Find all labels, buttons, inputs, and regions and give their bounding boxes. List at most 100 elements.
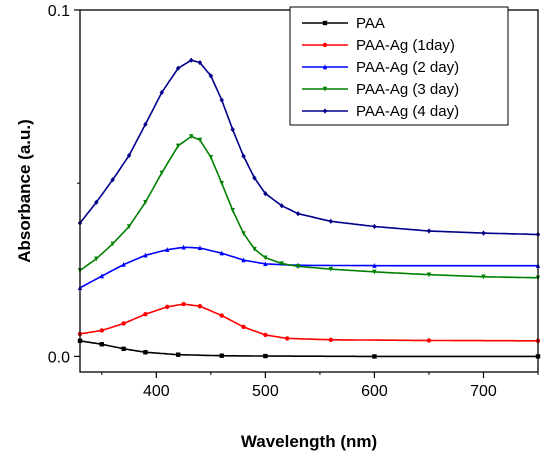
series-5-point [110, 177, 115, 183]
series-4-point [279, 261, 284, 267]
y-axis-title: Absorbance (a.u.) [15, 119, 34, 263]
series-3-point [181, 244, 186, 250]
series-4-point [208, 155, 214, 160]
series-2-point [99, 328, 105, 333]
series-3-point [165, 247, 170, 252]
series-3-point [143, 252, 148, 258]
series-2-point [426, 338, 432, 343]
series-1-point [175, 352, 181, 357]
series-3-point [99, 273, 105, 279]
series-1-point [121, 346, 126, 351]
series-5-point [175, 65, 181, 71]
legend-label: PAA [356, 15, 385, 32]
series-4-point [189, 134, 194, 140]
series-2 [77, 301, 541, 344]
legend-label: PAA-Ag (3 day) [356, 81, 459, 98]
axes-layer: 400 500 600 700 0.0 0.1 [48, 3, 539, 400]
series-4-point [263, 255, 268, 261]
series-2-point [241, 324, 246, 330]
series-3 [77, 244, 541, 291]
series-5-point [189, 57, 194, 63]
series-5-point [143, 121, 148, 127]
series-2-point [219, 313, 224, 318]
series-4-point [328, 266, 334, 272]
x-tick-label: 700 [470, 383, 497, 400]
series-4-point [219, 181, 224, 186]
series-2-point [263, 332, 268, 338]
series-3-point [372, 263, 377, 268]
legend-swatch-marker [322, 86, 328, 92]
series-2-point [284, 336, 290, 341]
series-2-point [328, 337, 334, 342]
series-2-point [197, 303, 203, 309]
series-4-point [175, 143, 181, 149]
series-3-point [197, 245, 203, 251]
series-5-point [219, 97, 224, 103]
series-4-point [159, 170, 164, 176]
series-2-point [181, 301, 186, 307]
series-3-point [219, 250, 224, 256]
series-4-point [110, 241, 115, 247]
series-5-point [208, 73, 214, 79]
series-4-line [79, 135, 539, 279]
series-1-point [372, 354, 377, 359]
series-5-point [372, 223, 377, 230]
legend-swatch-marker [322, 42, 328, 48]
series-4-point [126, 224, 132, 230]
series-4-point [252, 246, 257, 252]
series-3-point [121, 262, 126, 267]
series-5-point [328, 218, 334, 224]
legend-label: PAA-Ag (4 day) [356, 103, 459, 120]
series-3-line [79, 246, 538, 289]
series-5-point [279, 203, 284, 209]
series-4-point [426, 272, 432, 278]
legend-label: PAA-Ag (2 day) [356, 59, 459, 76]
series-1 [77, 338, 541, 359]
series-1-point [99, 342, 105, 347]
series-5-point [252, 175, 257, 181]
legend-box [289, 6, 509, 126]
series-3-point [241, 257, 246, 263]
series-4-point [295, 264, 301, 269]
series-4-point [241, 231, 246, 237]
series-5-point [197, 60, 203, 66]
legend-swatch-marker [322, 64, 328, 70]
series-4-point [230, 208, 235, 213]
series-5-point [94, 199, 99, 205]
series-4-point [94, 256, 99, 262]
series-5-point [481, 230, 486, 236]
series-5-point [295, 211, 301, 217]
y-tick-label: 0.0 [48, 349, 70, 366]
series-5-point [230, 126, 235, 133]
x-axis-title: Wavelength (nm) [241, 432, 377, 451]
series-4-point [143, 200, 148, 205]
series-5 [77, 57, 541, 238]
series-5-line [79, 59, 539, 236]
y-tick-label: 0.1 [48, 3, 70, 20]
series-layer [77, 57, 541, 359]
series-4-point [197, 137, 203, 143]
series-5-point [159, 89, 164, 96]
x-tick-label: 600 [361, 383, 388, 400]
series-3-point [263, 261, 268, 267]
series-2-point [165, 304, 170, 310]
series-5-point [263, 190, 268, 197]
series-5-point [426, 228, 432, 234]
series-4-point [372, 269, 377, 275]
series-1-point [219, 353, 224, 358]
series-4-point [481, 274, 486, 280]
series-5-point [241, 153, 246, 159]
series-2-point [143, 311, 148, 317]
x-tick-label: 500 [252, 383, 279, 400]
series-2-line [79, 303, 538, 342]
legend: PAA PAA-Ag (1day) PAA-Ag (2 day) PAA-Ag (3 … [289, 6, 509, 126]
series-1-line [79, 340, 538, 358]
series-2-point [121, 321, 126, 326]
series-4 [77, 134, 541, 281]
series-1-point [143, 350, 148, 355]
legend-label: PAA-Ag (1day) [356, 37, 455, 54]
legend-swatch-marker [322, 20, 328, 26]
x-tick-label: 400 [143, 383, 170, 400]
legend-swatch-marker [322, 108, 328, 114]
